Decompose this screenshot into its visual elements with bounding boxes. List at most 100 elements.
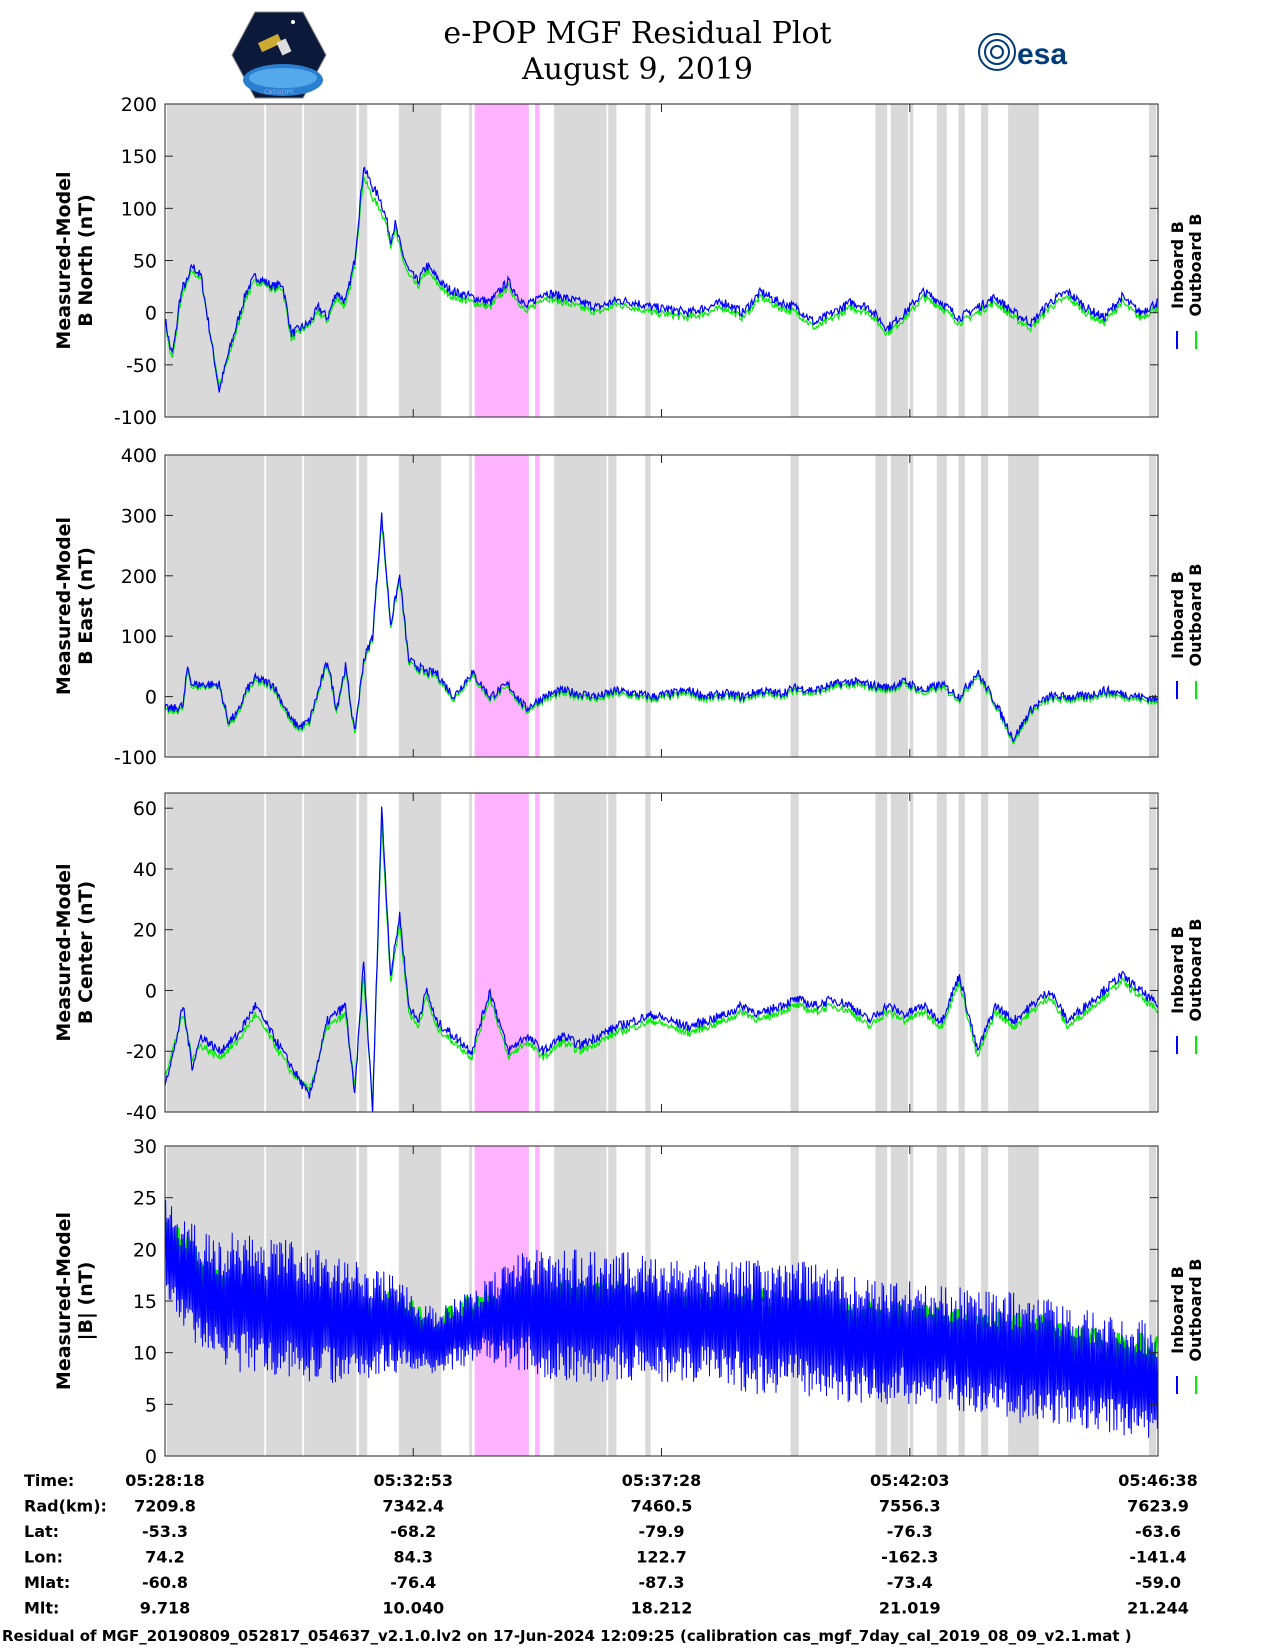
gray-shade-band: [359, 104, 368, 417]
y-tick-label: 20: [133, 920, 157, 942]
ephemeris-value: -73.4: [887, 1573, 933, 1592]
panel-north: -100 -50 0 50 100 150 200 Measured-Model B North…: [53, 94, 1205, 429]
y-tick-label: 100: [121, 626, 157, 648]
gray-shade-band: [890, 455, 908, 757]
ephemeris-value: 7342.4: [382, 1497, 444, 1516]
gray-shade-band: [469, 793, 472, 1112]
gray-shade-band: [304, 104, 357, 417]
gray-shade-band: [398, 104, 442, 417]
ephemeris-row-label: Rad(km):: [24, 1497, 107, 1516]
ephemeris-value: 21.019: [879, 1599, 941, 1618]
gray-shade-band: [875, 455, 888, 757]
magenta-shade-band: [474, 104, 529, 417]
ephemeris-value: 10.040: [382, 1599, 444, 1618]
gray-shade-band: [875, 793, 888, 1112]
gray-shade-band: [166, 455, 265, 757]
ephemeris-value: -59.0: [1135, 1573, 1181, 1592]
ephemeris-value: 84.3: [394, 1548, 433, 1567]
gray-shade-band: [304, 793, 357, 1112]
ephemeris-value: 7556.3: [879, 1497, 941, 1516]
gray-shade-band: [266, 455, 303, 757]
x-tick-label-time: 05:28:18: [125, 1471, 205, 1490]
figure-title: e-POP MGF Residual Plot: [443, 16, 832, 51]
x-tick-label-time: 05:32:53: [373, 1471, 453, 1490]
y-axis-label: B North (nT): [75, 194, 97, 327]
y-tick-label: 15: [133, 1291, 157, 1313]
magenta-shade-band: [474, 793, 529, 1112]
gray-shade-band: [909, 455, 914, 757]
gray-shade-band: [890, 104, 908, 417]
y-tick-label: 400: [121, 445, 157, 467]
y-tick-label: 300: [121, 505, 157, 527]
gray-shade-band: [398, 455, 442, 757]
legend-outboard-label: Outboard B: [1186, 564, 1205, 667]
ephemeris-value: -53.3: [142, 1522, 188, 1541]
y-axis-label: Measured-Model: [53, 1212, 75, 1390]
y-tick-label: 0: [145, 303, 157, 325]
outboard-series-line: [165, 822, 1158, 1108]
y-tick-label: 200: [121, 566, 157, 588]
x-tick-label-time: 05:46:38: [1118, 1471, 1198, 1490]
cassiope-logo: CASSIOPE: [231, 10, 327, 100]
ephemeris-value: 74.2: [145, 1548, 184, 1567]
gray-shade-band: [608, 455, 617, 757]
gray-shade-band: [790, 455, 799, 757]
y-tick-label: 60: [133, 798, 157, 820]
gray-shade-band: [981, 1146, 989, 1456]
x-tick-label-time: 05:37:28: [622, 1471, 702, 1490]
ephemeris-value: 9.718: [140, 1599, 191, 1618]
legend-outboard-label: Outboard B: [1186, 919, 1205, 1022]
series-group: [165, 1200, 1158, 1438]
gray-shade-band: [469, 455, 472, 757]
figure-date: August 9, 2019: [521, 52, 753, 87]
x-tick-label-time: 05:42:03: [870, 1471, 950, 1490]
ephemeris-value: -68.2: [390, 1522, 436, 1541]
gray-shade-band: [909, 1146, 914, 1456]
gray-shade-band: [1008, 104, 1039, 417]
y-axis-label: |B| (nT): [75, 1262, 97, 1341]
gray-shade-band: [645, 455, 651, 757]
inboard-series-line: [165, 806, 1158, 1112]
gray-shade-band: [398, 793, 442, 1112]
gray-shade-band: [608, 793, 617, 1112]
ephemeris-value: 7623.9: [1127, 1497, 1189, 1516]
y-tick-label: 0: [145, 1446, 157, 1468]
y-tick-label: 0: [145, 687, 157, 709]
legend-inboard-label: Inboard B: [1168, 926, 1187, 1014]
ephemeris-value: -79.9: [638, 1522, 684, 1541]
gray-shade-band: [166, 793, 265, 1112]
gray-shade-band: [958, 104, 965, 417]
legend-outboard-label: Outboard B: [1186, 1259, 1205, 1362]
esa-logo: esa: [975, 30, 1095, 80]
ephemeris-row-label: Lat:: [24, 1522, 59, 1541]
gray-shade-band: [790, 104, 799, 417]
inboard-series-line: [165, 1200, 1158, 1438]
gray-shade-band: [909, 104, 914, 417]
y-tick-label: -50: [126, 355, 157, 377]
y-axis-label: Measured-Model: [53, 863, 75, 1041]
y-axis-label: B East (nT): [75, 547, 97, 665]
footer-caption: Residual of MGF_20190809_052817_054637_v…: [2, 1627, 1132, 1645]
magenta-shade-band: [474, 455, 529, 757]
gray-shade-band: [958, 793, 965, 1112]
ephemeris-value: -141.4: [1129, 1548, 1186, 1567]
gray-shade-band: [958, 1146, 965, 1456]
y-axis-label: Measured-Model: [53, 171, 75, 349]
y-tick-label: 10: [133, 1343, 157, 1365]
gray-shade-band: [875, 104, 888, 417]
ephemeris-value: -162.3: [881, 1548, 938, 1567]
ephemeris-value: -76.3: [887, 1522, 933, 1541]
y-axis-label: Measured-Model: [53, 517, 75, 695]
gray-shade-band: [554, 104, 607, 417]
panel-center: -40 -20 0 20 40 60 Measured-Model B Center (nT)…: [53, 792, 1205, 1124]
gray-shade-band: [266, 104, 303, 417]
gray-shade-band: [981, 104, 989, 417]
ephemeris-value: 7460.5: [631, 1497, 693, 1516]
gray-shade-band: [266, 793, 303, 1112]
gray-shade-band: [981, 793, 989, 1112]
gray-shade-band: [554, 793, 607, 1112]
ephemeris-value: -60.8: [142, 1573, 188, 1592]
magenta-shade-band: [535, 104, 540, 417]
ephemeris-value: -76.4: [390, 1573, 436, 1592]
